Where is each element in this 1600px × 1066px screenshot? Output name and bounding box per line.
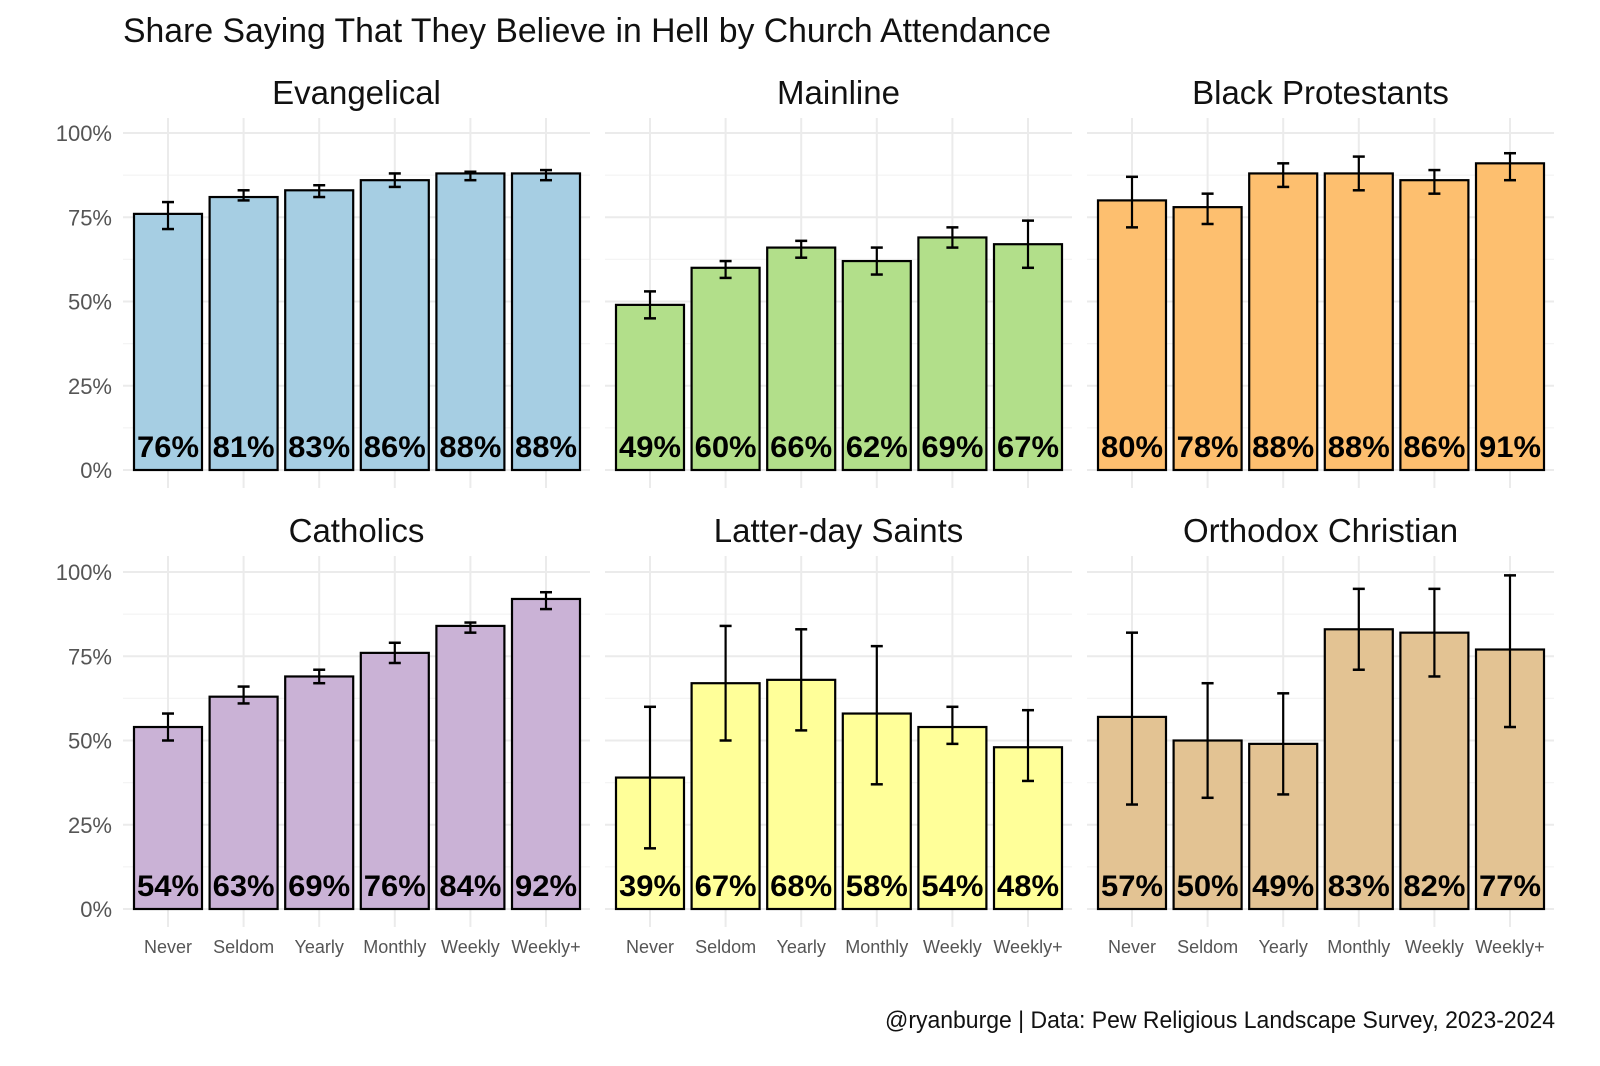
bar-monthly	[841, 259, 912, 472]
x-tick-label: Never	[144, 937, 192, 957]
x-tick-label: Yearly	[295, 937, 344, 957]
y-tick-label: 50%	[68, 290, 112, 315]
data-label: 88%	[515, 431, 577, 464]
chart-title: Share Saying That They Believe in Hell b…	[123, 12, 1051, 50]
data-label: 58%	[846, 870, 908, 903]
data-label: 88%	[1252, 431, 1314, 464]
bar-yearly	[284, 189, 355, 472]
facet-title: Catholics	[289, 512, 425, 549]
facet-title: Mainline	[777, 74, 900, 111]
data-label: 76%	[364, 870, 426, 903]
bar-seldom	[208, 195, 279, 472]
data-label: 57%	[1101, 870, 1163, 903]
data-label: 81%	[213, 431, 275, 464]
data-label: 83%	[288, 431, 350, 464]
facet-title: Black Protestants	[1192, 74, 1449, 111]
x-tick-label: Weekly+	[511, 937, 580, 957]
bar-weekly	[1399, 179, 1470, 472]
data-label: 78%	[1177, 431, 1239, 464]
data-label: 67%	[997, 431, 1059, 464]
x-tick-label: Never	[1108, 937, 1156, 957]
x-tick-label: Weekly+	[993, 937, 1062, 957]
bar-yearly	[1248, 172, 1319, 472]
y-tick-label: 100%	[56, 121, 112, 146]
x-tick-label: Yearly	[1259, 937, 1308, 957]
data-label: 69%	[921, 431, 983, 464]
y-tick-label: 75%	[68, 644, 112, 669]
data-label: 77%	[1479, 870, 1541, 903]
facet-title: Evangelical	[272, 74, 441, 111]
x-tick-label: Weekly+	[1475, 937, 1544, 957]
y-tick-label: 25%	[68, 813, 112, 838]
x-tick-label: Weekly	[1405, 937, 1464, 957]
bar-monthly	[1323, 172, 1394, 472]
data-label: 67%	[695, 870, 757, 903]
data-label: 63%	[213, 870, 275, 903]
bar-weekly	[1399, 631, 1470, 911]
data-label: 48%	[997, 870, 1059, 903]
y-tick-label: 100%	[56, 560, 112, 585]
data-label: 82%	[1403, 870, 1465, 903]
x-tick-label: Monthly	[845, 937, 908, 957]
x-tick-label: Seldom	[1177, 937, 1238, 957]
data-label: 92%	[515, 870, 577, 903]
y-tick-label: 0%	[80, 458, 112, 483]
bar-monthly	[359, 179, 430, 472]
x-tick-label: Never	[626, 937, 674, 957]
data-label: 84%	[439, 870, 501, 903]
x-tick-label: Monthly	[363, 937, 426, 957]
data-label: 86%	[364, 431, 426, 464]
x-tick-label: Weekly	[441, 937, 500, 957]
data-label: 68%	[770, 870, 832, 903]
bar-weekly-plus	[510, 172, 582, 472]
data-label: 54%	[921, 870, 983, 903]
bar-monthly	[1323, 628, 1394, 911]
bar-seldom	[1172, 206, 1243, 472]
data-label: 86%	[1403, 431, 1465, 464]
bar-seldom	[690, 266, 761, 472]
bar-yearly	[284, 675, 355, 911]
data-label: 54%	[137, 870, 199, 903]
bar-weekly-plus	[510, 597, 582, 911]
x-tick-label: Yearly	[777, 937, 826, 957]
bar-monthly	[359, 651, 430, 911]
data-label: 80%	[1101, 431, 1163, 464]
data-label: 49%	[619, 431, 681, 464]
data-label: 76%	[137, 431, 199, 464]
bar-never	[1096, 199, 1168, 472]
data-label: 66%	[770, 431, 832, 464]
y-tick-label: 50%	[68, 729, 112, 754]
bar-weekly	[917, 725, 988, 911]
data-label: 88%	[1328, 431, 1390, 464]
data-label: 69%	[288, 870, 350, 903]
bar-yearly	[766, 246, 837, 472]
bar-weekly	[435, 172, 506, 472]
bar-weekly-plus	[992, 243, 1064, 472]
caption: @ryanburge | Data: Pew Religious Landsca…	[885, 1007, 1555, 1034]
data-label: 50%	[1177, 870, 1239, 903]
x-tick-label: Seldom	[695, 937, 756, 957]
data-label: 49%	[1252, 870, 1314, 903]
facet-title: Latter-day Saints	[714, 512, 963, 549]
data-label: 62%	[846, 431, 908, 464]
data-label: 88%	[439, 431, 501, 464]
data-label: 39%	[619, 870, 681, 903]
bar-weekly-plus	[1474, 162, 1546, 472]
y-tick-label: 75%	[68, 205, 112, 230]
bar-weekly	[917, 236, 988, 472]
bar-never	[132, 212, 204, 472]
y-tick-label: 0%	[80, 897, 112, 922]
bar-weekly	[435, 624, 506, 911]
data-label: 60%	[695, 431, 757, 464]
x-tick-label: Seldom	[213, 937, 274, 957]
data-label: 83%	[1328, 870, 1390, 903]
facet-title: Orthodox Christian	[1183, 512, 1458, 549]
x-tick-label: Weekly	[923, 937, 982, 957]
x-tick-label: Monthly	[1327, 937, 1390, 957]
y-tick-label: 25%	[68, 374, 112, 399]
data-label: 91%	[1479, 431, 1541, 464]
